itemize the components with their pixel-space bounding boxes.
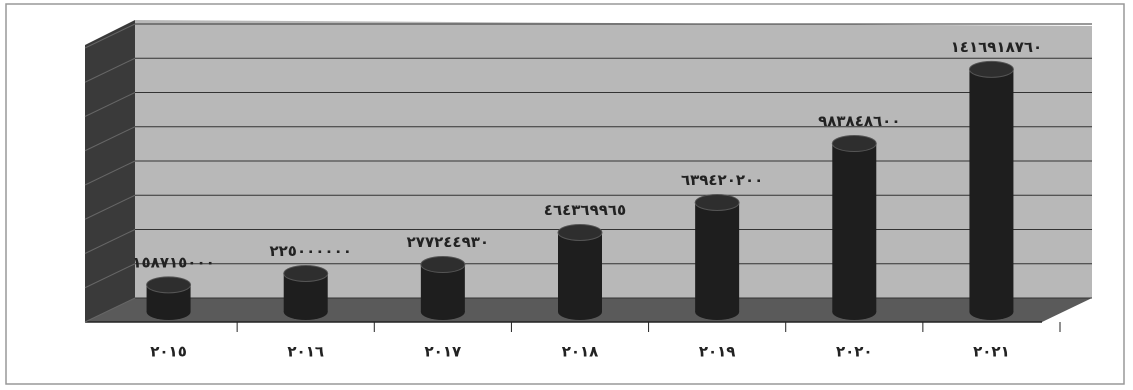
bar-cap — [831, 135, 877, 153]
bar-cap — [420, 256, 466, 274]
grid-line-side — [84, 229, 136, 254]
x-tick-label: ٢٠٢٠ — [836, 343, 873, 361]
bar — [832, 143, 877, 312]
x-tick-label: ٢٠١٦ — [287, 343, 324, 361]
value-label: ٦٣٩٤٢٠٢٠٠ — [681, 171, 763, 189]
x-tick-label: ٢٠١٩ — [699, 343, 736, 361]
bar-cap — [283, 264, 329, 282]
value-label: ٢٧٧٢٤٤٩٣٠ — [407, 233, 489, 251]
grid-line-side — [84, 23, 136, 49]
grid-line-side — [84, 126, 136, 152]
x-tick-label: ٢٠١٨ — [562, 343, 599, 361]
x-tick-label: ٢٠١٧ — [425, 343, 462, 361]
bar-cap — [557, 223, 603, 241]
x-tick-label: ٢٠١٥ — [150, 343, 187, 361]
bar-cap — [694, 193, 740, 211]
value-label: ٩٨٣٨٤٨٦٠٠ — [818, 112, 900, 130]
x-tick-label: ٢٠٢١ — [973, 343, 1010, 361]
grid-line-side — [84, 297, 136, 323]
bar — [558, 232, 602, 312]
value-label: ١٤١٦٩١٨٧٦٠ — [951, 38, 1043, 56]
value-label: ١٥٨٧١٥٠٠٠ — [132, 253, 214, 271]
bar — [695, 202, 740, 312]
grid-line-side — [84, 57, 136, 83]
grid-line-side — [84, 194, 136, 220]
bar-cap — [146, 276, 192, 294]
grid-line-side — [84, 92, 136, 117]
bar-cap — [968, 60, 1014, 78]
value-label: ٢٢٥٠٠٠٠٠٠ — [270, 242, 352, 260]
grid-line-side — [84, 263, 136, 289]
value-label: ٤٦٤٣٦٩٩٦٥ — [544, 201, 626, 219]
side-wall — [85, 20, 135, 322]
grid-line-side — [84, 160, 136, 186]
bar — [969, 69, 1014, 312]
